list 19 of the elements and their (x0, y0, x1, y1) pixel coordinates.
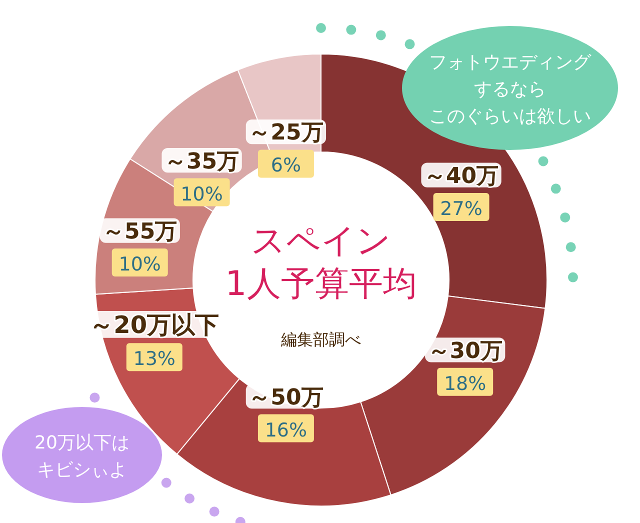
data-label: 13% (133, 348, 176, 370)
slice-label: ～50万 (248, 385, 324, 410)
slice-label: ～30万 (428, 338, 502, 364)
data-label: 10% (180, 183, 223, 206)
text: 20万以下はキビシぃよ (34, 432, 130, 480)
slice-label: ～35万 (164, 149, 240, 174)
slice-label: ～55万 (102, 220, 178, 245)
slice-label: ～25万 (248, 120, 324, 146)
data-label: 18% (444, 372, 486, 395)
text: 1人予算平均 (225, 264, 417, 304)
data-label: 16% (264, 419, 308, 442)
data-label: 10% (118, 254, 161, 276)
text: フォトウエディングするならこのぐらいは欲しい (429, 52, 592, 127)
text: 編集部調べ (280, 330, 361, 349)
data-label: 6% (270, 154, 302, 177)
text: スペイン (251, 221, 391, 261)
data-label: 27% (440, 198, 482, 220)
slice-label: ～20万以下 (90, 311, 220, 340)
slice-label: ～40万 (424, 164, 499, 189)
